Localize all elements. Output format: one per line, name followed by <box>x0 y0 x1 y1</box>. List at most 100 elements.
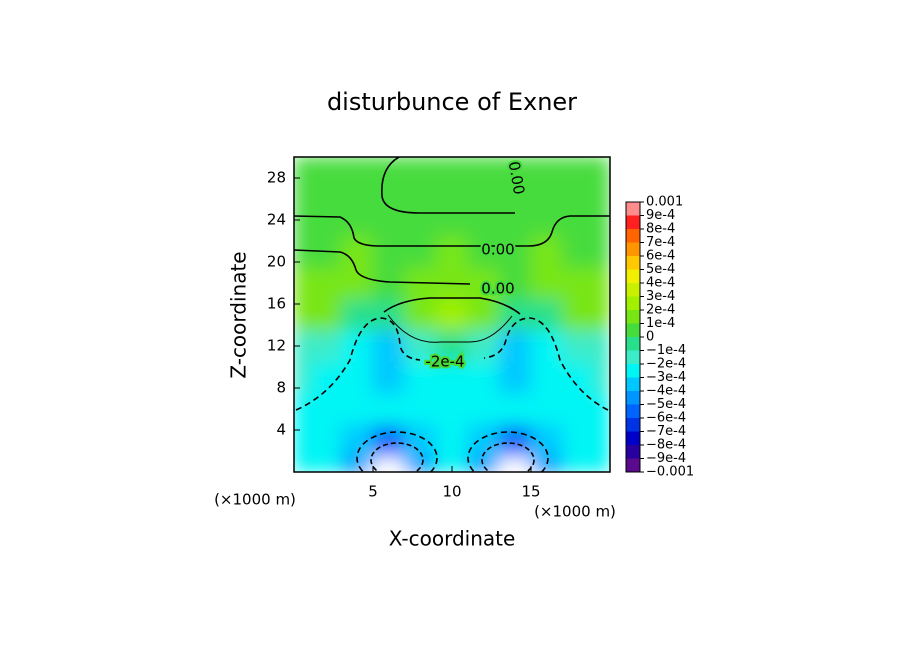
field-cell <box>593 157 610 174</box>
field-cell <box>309 203 342 237</box>
field-cell <box>593 455 610 472</box>
field-cell <box>340 235 374 268</box>
field-cell <box>467 266 500 300</box>
field-cell <box>530 172 564 205</box>
colorbar: −0.001−9e-4−8e-4−7e-4−6e-4−5e-4−4e-4−3e-… <box>625 195 694 480</box>
field-cell <box>530 455 564 472</box>
field-cell <box>498 172 532 205</box>
contour-line <box>467 431 549 472</box>
colorbar-swatch <box>626 404 640 418</box>
colorbar-label: −3e-4 <box>646 370 686 385</box>
colorbar-swatch <box>626 445 640 459</box>
colorbar-label: −8e-4 <box>646 438 686 453</box>
y-axis-label: Z-coordinate <box>227 251 251 378</box>
field-cell <box>498 235 532 268</box>
field-cell <box>593 424 610 457</box>
field-cell <box>593 329 610 363</box>
y-tick-label: 20 <box>267 253 286 271</box>
colorbar-label: 9e-4 <box>646 208 675 223</box>
y-tick-label: 16 <box>267 295 286 313</box>
field-cell <box>372 455 406 472</box>
contour-line <box>383 297 521 315</box>
field-cell <box>562 172 595 205</box>
field-cell <box>562 203 595 237</box>
chart-title: disturbunce of Exner <box>327 88 577 116</box>
field-cell <box>294 424 311 457</box>
x-tick-label: 5 <box>368 483 378 501</box>
field-cell <box>530 266 564 300</box>
field-cell <box>593 266 610 300</box>
colorbar-label: 4e-4 <box>646 276 675 291</box>
contour-label: -2e-4 <box>425 353 464 371</box>
colorbar-label: −5e-4 <box>646 397 686 412</box>
field-cell <box>309 361 342 394</box>
field-cell <box>562 298 595 331</box>
field-cell <box>467 424 500 457</box>
colorbar-swatch <box>626 458 640 472</box>
field-cell <box>309 329 342 363</box>
field-cell <box>294 203 311 237</box>
field-cell <box>467 157 500 174</box>
y-unit: (×1000 m) <box>534 503 616 521</box>
contour-line <box>387 314 513 343</box>
contour-line <box>481 442 535 472</box>
colorbar-swatch <box>626 377 640 391</box>
field-cell <box>309 392 342 426</box>
colorbar-label: 5e-4 <box>646 262 675 277</box>
field-cell <box>372 361 406 394</box>
colorbar-label: 2e-4 <box>646 303 675 318</box>
field-cell <box>498 203 532 237</box>
field-cell <box>467 172 500 205</box>
colorbar-label: 7e-4 <box>646 235 675 250</box>
colorbar-swatch <box>626 350 640 364</box>
field-cell <box>435 172 469 205</box>
field-cell <box>404 455 437 472</box>
colorbar-swatch <box>626 431 640 445</box>
field-cell <box>498 361 532 394</box>
field-cell <box>530 361 564 394</box>
field-cell <box>467 392 500 426</box>
field-cell <box>294 157 311 174</box>
field-cell <box>435 203 469 237</box>
field-cell <box>593 361 610 394</box>
y-tick-label: 4 <box>276 421 286 439</box>
colorbar-swatch <box>626 337 640 351</box>
colorbar-label: 0 <box>646 330 654 345</box>
field-cell <box>340 455 374 472</box>
field-cell <box>435 424 469 457</box>
field-cell <box>309 157 342 174</box>
y-tick-label: 8 <box>276 379 286 397</box>
field-cell <box>593 298 610 331</box>
contour-line <box>294 215 610 247</box>
x-axis-label: X-coordinate <box>389 527 516 551</box>
field-cell <box>372 235 406 268</box>
field-cell <box>467 235 500 268</box>
colorbar-label: −2e-4 <box>646 357 686 372</box>
field-cell <box>435 329 469 363</box>
colorbar-label: −1e-4 <box>646 343 686 358</box>
colorbar-swatch <box>626 418 640 432</box>
field-cell <box>294 298 311 331</box>
field-cell <box>435 455 469 472</box>
field-cell <box>372 329 406 363</box>
field-cell <box>498 455 532 472</box>
field-cell <box>372 392 406 426</box>
field <box>294 157 610 472</box>
field-cell <box>404 235 437 268</box>
colorbar-label: −7e-4 <box>646 424 686 439</box>
field-cell <box>372 172 406 205</box>
field-cell <box>467 298 500 331</box>
field-cell <box>530 329 564 363</box>
colorbar-swatch <box>626 283 640 297</box>
field-cell <box>467 203 500 237</box>
field-cell <box>498 424 532 457</box>
field-cell <box>340 329 374 363</box>
field-cell <box>467 455 500 472</box>
field-cell <box>294 455 311 472</box>
field-cell <box>372 424 406 457</box>
field-cell <box>435 157 469 174</box>
field-cell <box>294 361 311 394</box>
field-cell <box>562 266 595 300</box>
field-cell <box>404 172 437 205</box>
field-cell <box>435 392 469 426</box>
